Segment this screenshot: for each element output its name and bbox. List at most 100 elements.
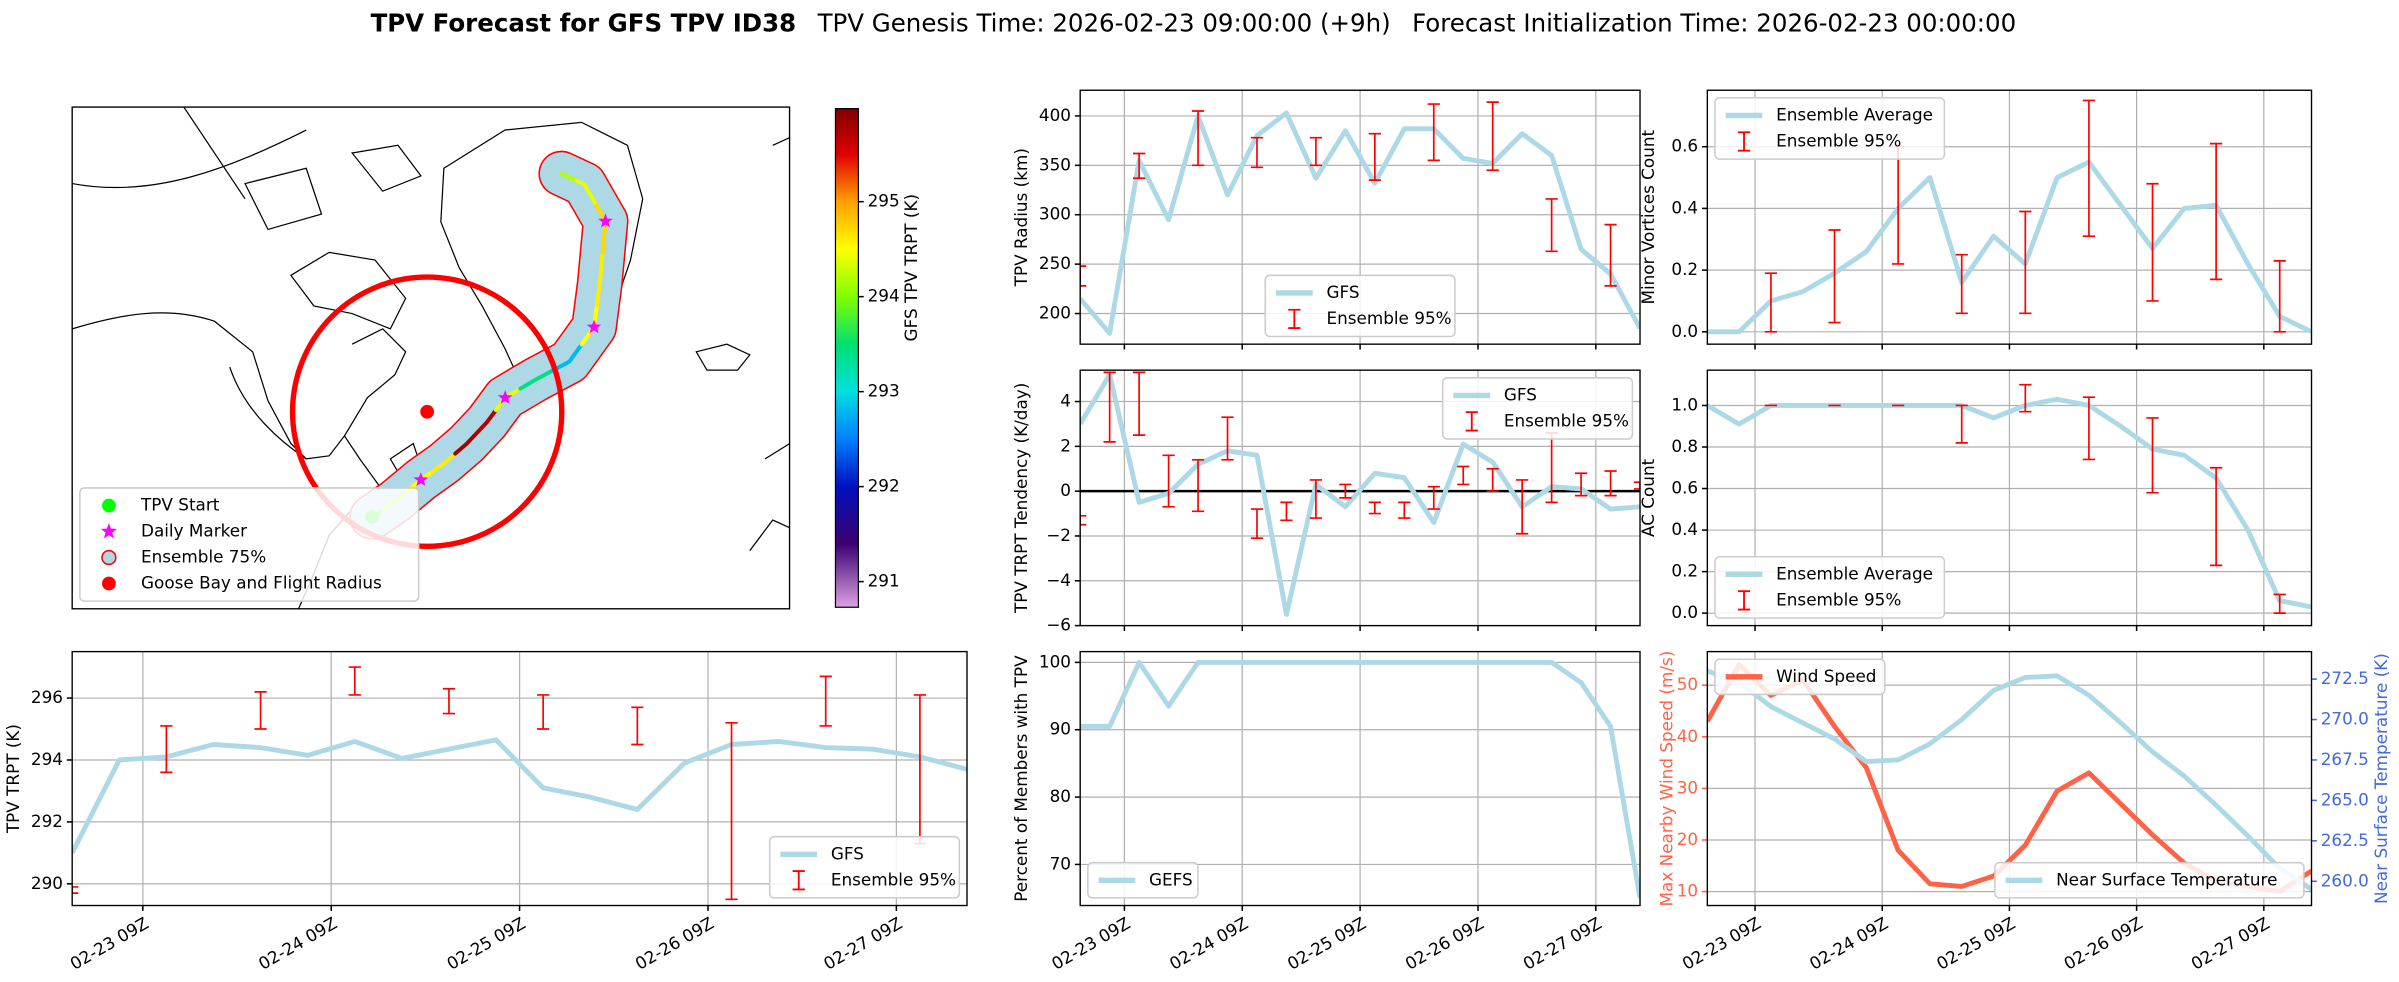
y-tick-label: 20 bbox=[1677, 829, 1698, 849]
error-bar bbox=[1764, 272, 1778, 333]
axes-frame bbox=[1079, 650, 1641, 907]
error-bar bbox=[1368, 501, 1381, 515]
title-init: Forecast Initialization Time: 2026-02-23… bbox=[1412, 8, 2016, 37]
legend-label: Ensemble Average bbox=[1776, 563, 1933, 583]
error-bar bbox=[2082, 99, 2096, 238]
y-tick-label: 50 bbox=[1677, 674, 1698, 694]
y-axis-label: Max Nearby Wind Speed (m/s) bbox=[1657, 651, 1677, 907]
legend-label: GFS bbox=[1326, 282, 1359, 302]
y-tick-label: 0.4 bbox=[1671, 519, 1698, 539]
y-tick-label: 70 bbox=[1050, 853, 1071, 873]
series-line bbox=[1080, 659, 1641, 899]
legend-label: Ensemble 95% bbox=[1776, 130, 1901, 150]
x-tick-label: 02-23 09Z bbox=[66, 913, 151, 974]
x-tick-label: 02-24 09Z bbox=[255, 913, 340, 974]
track-segment bbox=[594, 250, 605, 308]
error-bar bbox=[1103, 371, 1116, 443]
y-tick-label: 0 bbox=[1060, 480, 1071, 500]
error-bar bbox=[1339, 483, 1352, 499]
error-bar bbox=[1221, 416, 1234, 461]
track-segment bbox=[570, 176, 597, 205]
y-axis-label: Percent of Members with TPV bbox=[1011, 655, 1031, 902]
y2-axis-label: Near Surface Temperature (K) bbox=[2371, 653, 2391, 904]
y-tick-label: 0.0 bbox=[1671, 321, 1698, 341]
track-segment bbox=[550, 342, 584, 373]
y-tick-label: 0.2 bbox=[1671, 259, 1698, 279]
y-tick-label: 0.8 bbox=[1671, 436, 1698, 456]
legend-box bbox=[1714, 97, 1946, 160]
legend-label: Ensemble Average bbox=[1776, 104, 1933, 124]
y-tick-label: −4 bbox=[1046, 570, 1071, 590]
error-bar bbox=[2082, 396, 2096, 461]
track-segment bbox=[518, 368, 555, 391]
legend-label: Ensemble 95% bbox=[831, 869, 956, 889]
legend-label: Wind Speed bbox=[1776, 666, 1876, 686]
plot-area bbox=[1707, 99, 2312, 335]
error-bar bbox=[1309, 136, 1323, 167]
x-tick-label: 02-24 09Z bbox=[1806, 913, 1891, 974]
legend-box bbox=[1714, 556, 1946, 619]
x-tick-label: 02-25 09Z bbox=[443, 913, 528, 974]
error-bar bbox=[1955, 404, 1968, 444]
y-tick-label: 350 bbox=[1039, 154, 1071, 174]
x-tick-label: 02-26 09Z bbox=[1402, 913, 1487, 974]
legend-label: Ensemble 95% bbox=[1326, 308, 1451, 328]
error-bar bbox=[1250, 508, 1264, 540]
error-bar bbox=[1604, 223, 1617, 287]
legend: Wind Speed bbox=[1714, 658, 1886, 696]
legend-box bbox=[79, 487, 420, 602]
legend: GEFS bbox=[1087, 861, 1199, 899]
series-line bbox=[1080, 110, 1641, 336]
error-bar bbox=[2019, 383, 2032, 413]
y2-tick-label: 262.5 bbox=[2321, 830, 2369, 850]
track-segment bbox=[453, 431, 479, 456]
y2-tick-label: 270.0 bbox=[2321, 709, 2369, 729]
daily-marker bbox=[586, 319, 602, 334]
y-tick-label: 296 bbox=[31, 687, 63, 707]
legend-label: Goose Bay and Flight Radius bbox=[141, 573, 382, 593]
plot-area bbox=[1080, 371, 1641, 617]
colorbar-tick-label: 291 bbox=[868, 571, 900, 591]
daily-marker bbox=[598, 213, 613, 228]
colorbar-label: GFS TPV TRPT (K) bbox=[901, 194, 921, 342]
legend-swatch bbox=[1737, 131, 1751, 152]
error-bar bbox=[1398, 501, 1411, 519]
x-tick-label: 02-23 09Z bbox=[1048, 913, 1133, 974]
series-line bbox=[1707, 668, 2312, 892]
title-bold: TPV Forecast for GFS TPV ID38 bbox=[371, 8, 797, 37]
y-axis-label: TPV TRPT (K) bbox=[3, 724, 23, 834]
y-tick-label: 0.6 bbox=[1671, 136, 1698, 156]
error-bar bbox=[2209, 466, 2223, 567]
legend-label: Daily Marker bbox=[141, 521, 247, 541]
legend: GFS Ensemble 95% bbox=[1264, 274, 1456, 338]
axes-frame bbox=[1706, 650, 2313, 907]
flight-radius bbox=[289, 274, 565, 549]
y-tick-label: 0.0 bbox=[1671, 602, 1698, 622]
y-tick-label: 250 bbox=[1039, 253, 1071, 273]
y-tick-label: 0.2 bbox=[1671, 561, 1698, 581]
error-bar bbox=[1955, 253, 1968, 315]
y2-tick-label: 272.5 bbox=[2321, 668, 2369, 688]
x-tick-label: 02-23 09Z bbox=[1679, 913, 1764, 974]
y-tick-label: 294 bbox=[31, 749, 63, 769]
error-bar bbox=[1250, 136, 1264, 169]
legend: Ensemble Average Ensemble 95% bbox=[1714, 556, 1946, 619]
legend-swatch bbox=[1465, 411, 1478, 432]
legend-label: Ensemble 95% bbox=[1504, 410, 1629, 430]
x-tick-label: 02-25 09Z bbox=[1933, 913, 2018, 974]
y2-tick-label: 260.0 bbox=[2321, 870, 2369, 890]
series-line bbox=[1707, 396, 2312, 610]
error-bar bbox=[1191, 458, 1205, 513]
legend-swatch bbox=[102, 498, 116, 513]
track-segment bbox=[559, 171, 575, 181]
colorbar bbox=[834, 107, 860, 608]
y-tick-label: 0.4 bbox=[1671, 197, 1698, 217]
legend-box bbox=[1994, 861, 2305, 899]
error-bar bbox=[913, 694, 927, 845]
map-frame bbox=[71, 106, 791, 610]
colorbar-tick-label: 294 bbox=[868, 286, 900, 306]
error-bar bbox=[1604, 470, 1617, 497]
daily-marker bbox=[497, 390, 513, 404]
legend-box bbox=[1087, 861, 1199, 899]
y-tick-label: 0.6 bbox=[1671, 478, 1698, 498]
